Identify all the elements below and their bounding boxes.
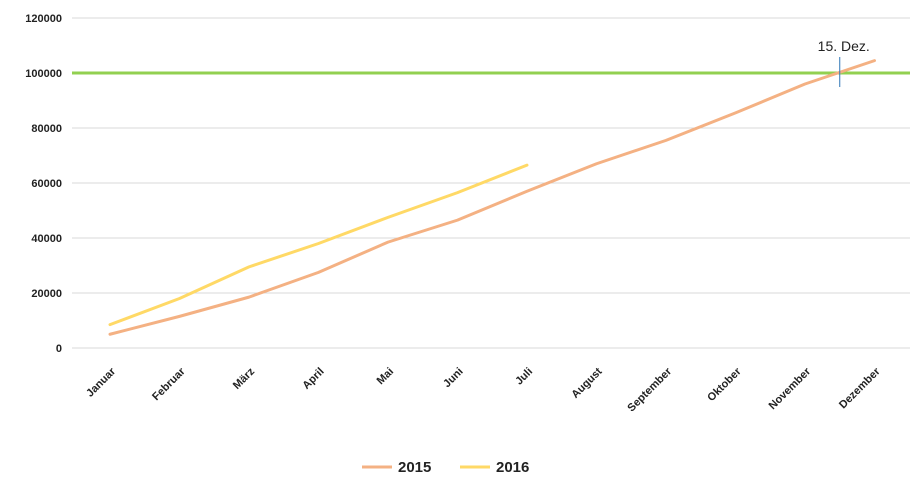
series-lines: [72, 59, 910, 336]
series-line-2015: [108, 59, 876, 336]
y-tick-label: 20000: [31, 288, 62, 300]
x-tick-label: September: [625, 365, 674, 414]
x-tick-label: April: [300, 366, 326, 392]
gridlines: [72, 17, 910, 349]
y-tick-label: 100000: [25, 68, 62, 80]
y-tick-label: 60000: [31, 178, 62, 190]
legend: 2015 2016: [362, 459, 529, 476]
series-line-2016: [108, 163, 529, 327]
x-axis: Januar Februar März April Mai Juni Juli August S…: [84, 365, 883, 414]
annotation: 15. Dez.: [818, 38, 870, 87]
x-tick-label: Dezember: [837, 365, 883, 411]
y-tick-label: 0: [56, 343, 62, 355]
x-tick-label: November: [767, 365, 814, 412]
annotation-label: 15. Dez.: [818, 38, 870, 54]
x-tick-label: Januar: [84, 365, 119, 400]
legend-label-2015: 2015: [398, 459, 431, 476]
x-tick-label: August: [569, 365, 605, 401]
x-tick-label: Mai: [375, 366, 396, 387]
y-tick-label: 120000: [25, 13, 62, 25]
x-tick-label: März: [231, 365, 258, 392]
y-tick-label: 80000: [31, 123, 62, 135]
y-tick-label: 40000: [31, 233, 62, 245]
x-tick-label: Februar: [150, 365, 188, 403]
x-tick-label: Oktober: [705, 365, 744, 404]
x-tick-label: Juli: [513, 366, 535, 388]
x-tick-label: Juni: [441, 366, 465, 390]
legend-label-2016: 2016: [496, 459, 529, 476]
y-axis: 0 20000 40000 60000 80000 100000 120000: [25, 13, 62, 355]
